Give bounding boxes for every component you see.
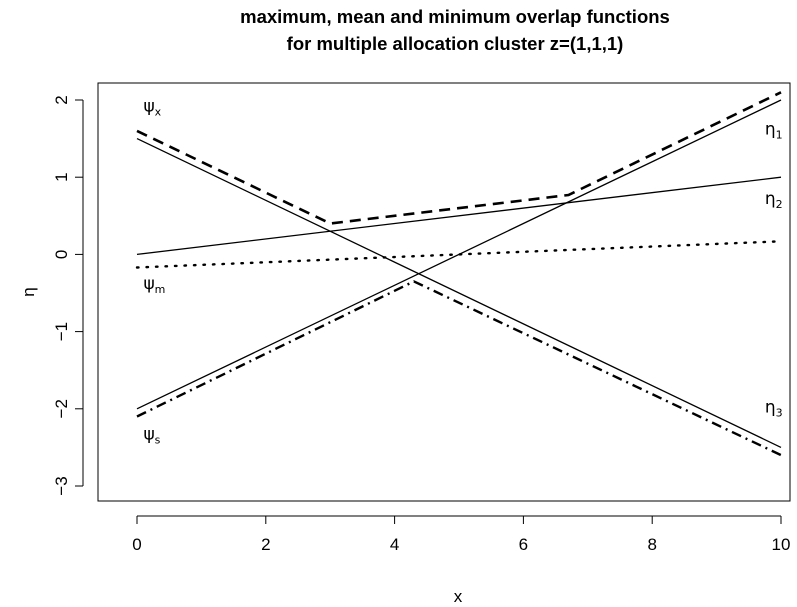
y-tick-label: 2 — [52, 95, 71, 104]
chart-title-line-2: for multiple allocation cluster z=(1,1,1… — [287, 33, 624, 54]
y-tick-label: −3 — [52, 476, 71, 495]
series-line-ψm — [135, 240, 783, 269]
annotation-η1: η1 — [765, 120, 783, 142]
series-line-η3 — [136, 138, 782, 448]
annotation-ψx: ψx — [143, 97, 161, 119]
annotation-ψm: ψm — [143, 274, 165, 296]
y-tick-label: 0 — [52, 250, 71, 259]
y-axis-label: η — [19, 287, 38, 296]
series-line-ψx — [136, 91, 782, 225]
x-tick-label: 6 — [519, 535, 528, 554]
series-lines — [135, 91, 783, 457]
y-axis: −3 −2 −1 0 1 2 — [52, 95, 84, 496]
y-tick-label: −2 — [52, 399, 71, 418]
x-tick-label: 4 — [390, 535, 399, 554]
x-axis: 0 2 4 6 8 10 — [132, 515, 791, 554]
annotation-η2: η2 — [765, 189, 783, 211]
annotation-ψs: ψs — [143, 425, 160, 447]
x-tick-label: 2 — [261, 535, 270, 554]
y-tick-label: −1 — [52, 322, 71, 341]
series-line-η2 — [136, 176, 782, 256]
x-axis-label: x — [454, 587, 463, 606]
y-tick-label: 1 — [52, 172, 71, 181]
series-annotations: η1 η2 η3 ψx ψm ψs — [143, 97, 782, 447]
x-tick-label: 0 — [132, 535, 141, 554]
x-tick-label: 10 — [772, 535, 791, 554]
series-line-ψs — [136, 280, 782, 457]
chart-title-line-1: maximum, mean and minimum overlap functi… — [240, 6, 670, 27]
plot-frame — [97, 82, 791, 502]
x-tick-label: 8 — [647, 535, 656, 554]
annotation-η3: η3 — [765, 398, 783, 420]
